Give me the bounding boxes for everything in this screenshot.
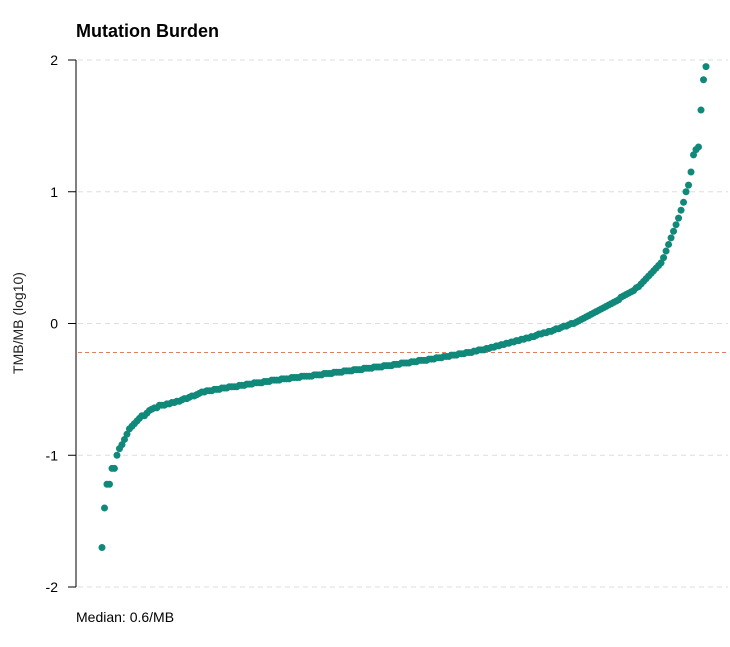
data-point	[657, 259, 665, 267]
median-note: Median: 0.6/MB	[76, 609, 175, 625]
data-point	[687, 168, 695, 176]
data-point	[690, 151, 698, 159]
data-point	[675, 214, 683, 222]
data-point	[667, 234, 675, 242]
data-point	[682, 188, 690, 196]
y-tick-label: 2	[50, 52, 58, 68]
data-point	[665, 240, 673, 248]
data-point	[105, 480, 113, 488]
data-point	[695, 143, 703, 151]
data-point	[702, 63, 710, 71]
y-tick-label: -1	[46, 447, 59, 463]
data-point	[113, 451, 121, 459]
data-point	[98, 543, 106, 551]
data-point	[120, 435, 128, 443]
data-point	[685, 181, 693, 189]
data-point	[697, 106, 705, 114]
data-point	[101, 504, 108, 512]
data-point	[660, 254, 668, 262]
data-point	[672, 221, 680, 229]
data-point	[123, 430, 131, 438]
data-point	[700, 76, 707, 84]
grid-lines	[78, 59, 728, 588]
y-tick-label: 1	[50, 184, 58, 200]
data-point	[670, 227, 678, 235]
data-point	[680, 198, 688, 206]
data-point	[677, 206, 685, 214]
y-tick-label: 0	[50, 316, 58, 332]
data-point	[118, 441, 126, 449]
chart-title: Mutation Burden	[76, 21, 219, 41]
y-axis: 2 1 0 -1 -2	[46, 52, 77, 595]
data-points	[98, 63, 710, 551]
data-point	[662, 247, 670, 255]
data-point	[110, 464, 118, 472]
y-tick-label: -2	[46, 579, 59, 595]
